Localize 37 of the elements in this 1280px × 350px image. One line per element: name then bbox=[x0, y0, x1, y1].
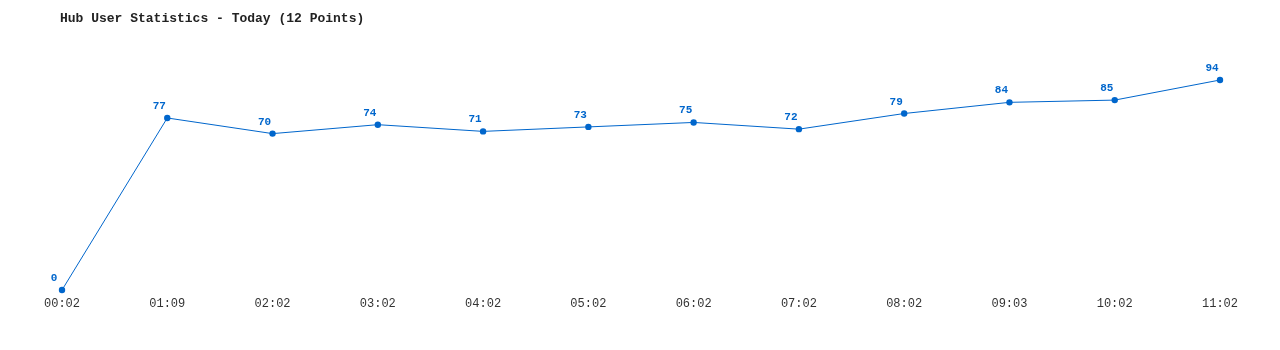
point bbox=[58, 286, 66, 294]
data-label: 74 bbox=[363, 106, 377, 119]
x-tick-label: 05:02 bbox=[570, 297, 607, 311]
x-tick-label: 02:02 bbox=[254, 297, 291, 311]
data-label: 75 bbox=[679, 104, 693, 117]
x-tick-label: 03:02 bbox=[359, 297, 396, 311]
data-label: 0 bbox=[50, 272, 58, 284]
x-tick-label: 09:03 bbox=[991, 297, 1028, 311]
point bbox=[164, 114, 171, 122]
x-tick-label: 04:02 bbox=[465, 297, 502, 311]
x-tick-label: 10:02 bbox=[1096, 297, 1133, 311]
data-label: 72 bbox=[784, 111, 798, 124]
data-label: 77 bbox=[152, 99, 166, 112]
data-label: 73 bbox=[573, 108, 588, 121]
x-tick-label: 00:02 bbox=[43, 297, 81, 311]
point bbox=[374, 121, 382, 128]
point bbox=[795, 125, 803, 133]
data-label: 85 bbox=[1100, 82, 1114, 95]
point bbox=[1216, 76, 1224, 84]
point bbox=[585, 123, 592, 131]
data-label: 94 bbox=[1205, 62, 1219, 74]
point bbox=[1006, 99, 1013, 106]
point bbox=[690, 119, 697, 126]
point bbox=[900, 110, 908, 117]
x-tick-label: 01:09 bbox=[149, 297, 186, 311]
x-tick-label: 08:02 bbox=[886, 297, 923, 311]
x-tick-label: 06:02 bbox=[675, 297, 712, 311]
data-label: 71 bbox=[468, 113, 483, 126]
data-label: 79 bbox=[889, 95, 903, 108]
chart-title: Hub User Statistics - Today (12 Points) bbox=[60, 11, 365, 26]
point bbox=[269, 130, 276, 137]
x-tick-label: 11:02 bbox=[1201, 297, 1239, 311]
x-tick-label: 07:02 bbox=[780, 297, 817, 311]
data-label: 70 bbox=[257, 115, 272, 128]
data-label: 84 bbox=[994, 84, 1009, 97]
point bbox=[479, 128, 487, 135]
point bbox=[1111, 96, 1118, 104]
